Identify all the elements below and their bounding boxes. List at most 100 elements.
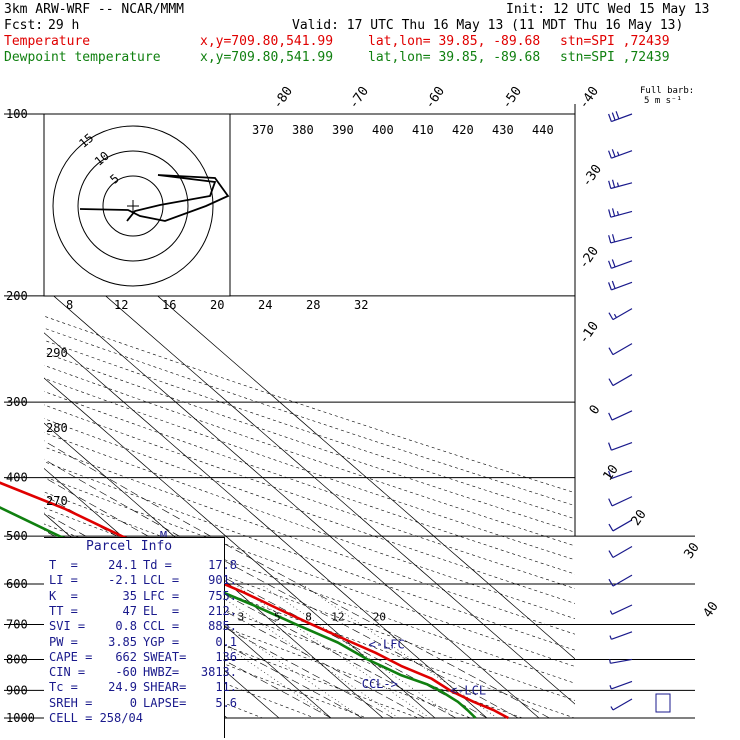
parcel-info-cell: LAPSE= — [143, 695, 187, 710]
hodo-speed-label: 28 — [306, 298, 320, 312]
parcel-info-row: LI = -2.1 LCL = 901. — [49, 573, 237, 588]
barb-shaft — [611, 496, 633, 507]
barb-shaft — [611, 260, 633, 269]
parcel-info-cell-motion: CELL = 258/04 — [49, 711, 143, 725]
wind-barb — [608, 259, 633, 269]
parcel-info-row: SVI = 0.8 CCL = 885. — [49, 619, 237, 634]
pressure-label: 600 — [6, 577, 28, 591]
model-title: 3km ARW-WRF -- NCAR/MMM — [4, 2, 185, 17]
hodo-speed-label: 32 — [354, 298, 368, 312]
isotherm-line — [44, 196, 575, 660]
barb-flag — [611, 280, 616, 289]
pressure-label: 1000 — [6, 711, 35, 725]
parcel-info-cell: 11. — [215, 680, 237, 695]
wind-barb — [608, 519, 633, 532]
pressure-label: 200 — [6, 289, 28, 303]
parcel-info-cell: SVI = — [49, 619, 86, 634]
fcst-value: 29 h — [48, 18, 80, 33]
parcel-info-cell: CIN = — [49, 665, 86, 680]
parcel-info-cell: SWEAT= — [143, 649, 187, 664]
barb-shaft — [611, 680, 633, 690]
parcel-info-cell: 662 — [115, 649, 137, 664]
dewpoint-latlon: lat,lon= 39.85, -89.68 — [368, 50, 541, 65]
parcel-info-cell: -60 — [115, 665, 137, 680]
barb-half-flag — [609, 685, 612, 690]
theta-label: 440 — [532, 123, 554, 137]
parcel-info-cell: 17.8 — [208, 558, 237, 572]
isotherm-label: -80 — [270, 84, 296, 112]
parcel-info-row: TT = 47 EL = 212. — [49, 604, 237, 619]
barb-half-flag — [616, 211, 620, 216]
theta-label: 420 — [452, 123, 474, 137]
wind-barb — [608, 208, 633, 218]
barb-legend-line1: Full barb: — [640, 86, 695, 96]
wind-barb — [609, 658, 633, 664]
parcel-info-cell: 0.1 — [215, 634, 237, 649]
parcel-info-row: CIN = -60 HWBZ= 3813. — [49, 665, 237, 680]
barb-flag — [608, 523, 614, 532]
wind-barb — [608, 410, 633, 421]
isotherm-label: -70 — [346, 84, 372, 112]
parcel-info-cell: 3.85 — [108, 634, 137, 649]
barb-shaft — [612, 545, 633, 558]
parcel-info-cell: 3813. — [200, 665, 237, 680]
wind-barb — [608, 343, 633, 356]
fcst-label: Fcst: — [4, 18, 44, 33]
hodo-speed-label: 24 — [258, 298, 272, 312]
init-time: Init: 12 UTC Wed 15 May 13 — [506, 2, 710, 17]
mixing-ratio-label: 20 — [373, 610, 386, 623]
barb-shaft — [610, 182, 633, 190]
barb-shaft — [611, 113, 633, 123]
barb-flag — [611, 179, 616, 188]
theta-label: 390 — [332, 123, 354, 137]
isotherm-line — [44, 287, 540, 719]
parcel-info-cell: SREH = — [49, 695, 93, 710]
barb-shaft — [611, 281, 633, 291]
wind-barb — [608, 280, 633, 291]
barb-shaft — [612, 343, 633, 356]
barb-flag — [611, 259, 616, 268]
hodo-ring — [52, 125, 214, 287]
dewpoint-legend: Dewpoint temperature — [4, 50, 161, 65]
wind-barb — [608, 374, 633, 387]
parcel-info-cell: 5.6 — [215, 695, 237, 710]
wind-barb — [608, 545, 633, 558]
barb-flag — [611, 112, 616, 121]
pressure-label: 700 — [6, 617, 28, 631]
parcel-info-row: CAPE = 662 SWEAT= 136 — [49, 650, 237, 665]
barb-half-flag — [610, 706, 614, 711]
isotherm-label: 30 — [681, 540, 702, 561]
barb-flag — [615, 111, 620, 119]
theta-label: 400 — [372, 123, 394, 137]
barb-half-flag — [609, 659, 611, 664]
parcel-info-cell: 212. — [208, 603, 237, 618]
barb-shaft — [610, 210, 633, 218]
wind-barb — [608, 308, 633, 321]
barb-shaft — [612, 519, 633, 532]
parcel-info-cell: 0 — [129, 695, 137, 710]
barb-shaft — [612, 698, 633, 711]
parcel-info-row: PW = 3.85 YGP = 0.1 — [49, 635, 237, 650]
barb-flag — [608, 150, 612, 159]
wind-barb — [608, 442, 633, 451]
parcel-info-cell: CCL = — [143, 619, 180, 634]
theta-label: 380 — [292, 123, 314, 137]
isotherm-label: 0 — [587, 402, 604, 417]
barb-shaft — [611, 604, 633, 615]
barb-flag — [608, 235, 612, 244]
temperature-legend: Temperature — [4, 34, 91, 49]
isotherm-label: 10 — [600, 462, 621, 483]
barb-shaft — [612, 374, 633, 387]
dewpoint-stn: stn=SPI ,72439 — [560, 50, 670, 65]
parcel-info-cell: 0.8 — [115, 619, 137, 634]
hodo-speed-label: 8 — [66, 298, 73, 312]
theta-label: 410 — [412, 123, 434, 137]
mixing-ratio-label: 5 — [274, 610, 281, 623]
barb-shaft — [612, 308, 633, 321]
dewpoint-trace — [0, 506, 477, 719]
annotation-lfc: <-LFC — [369, 637, 405, 651]
parcel-info-cell: K = — [49, 588, 78, 603]
wind-barb — [608, 470, 633, 480]
moist-adiabat-line — [44, 512, 425, 719]
